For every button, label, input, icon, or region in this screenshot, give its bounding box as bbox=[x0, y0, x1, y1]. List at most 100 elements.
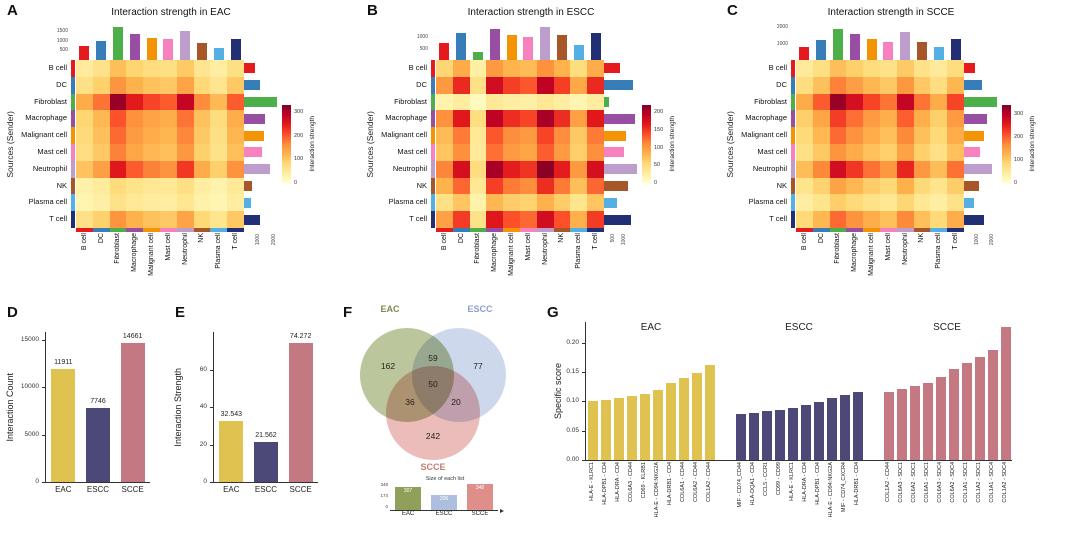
y-tick-label: 5000 bbox=[24, 430, 39, 438]
row-label: DC bbox=[416, 79, 427, 89]
column-label: Macrophage bbox=[131, 233, 139, 272]
column-color-seg bbox=[486, 228, 504, 232]
heatmap-cell bbox=[486, 143, 504, 161]
heatmap-cell bbox=[436, 60, 453, 77]
heatmap-cell bbox=[930, 60, 948, 77]
y-axis-title-text: Sources (Sender) bbox=[365, 110, 376, 178]
heatmap-cell bbox=[76, 194, 93, 212]
score-bar bbox=[826, 398, 837, 460]
x-axis-line bbox=[45, 482, 150, 483]
column-label: Plasma cell bbox=[215, 233, 223, 269]
panel-b-heatmap-escc: B Interaction strength in ESCC 1000 500 Sou… bbox=[360, 0, 720, 302]
ligand-receptor-label: COL6A2 - CD44 bbox=[692, 462, 699, 503]
score-bar bbox=[587, 401, 598, 460]
heatmap-cell bbox=[486, 177, 504, 195]
heatmap-cell bbox=[452, 143, 470, 161]
heatmap-cell bbox=[176, 194, 194, 212]
column-sum-slot bbox=[537, 22, 554, 60]
y-tick-label: 0 bbox=[35, 478, 39, 485]
score-bar-slot bbox=[960, 362, 973, 460]
heatmap-row: A Interaction strength in EAC 1500 1000 500… bbox=[5, 0, 1036, 302]
heatmap-cell bbox=[227, 93, 244, 111]
heatmap-cell bbox=[829, 143, 847, 161]
heatmap-cell bbox=[109, 60, 127, 77]
heatmap-cell bbox=[846, 194, 864, 212]
row-color-seg bbox=[791, 160, 795, 178]
heatmap-cell bbox=[210, 211, 228, 228]
column-sum-bar bbox=[950, 38, 961, 60]
column-sum-slot bbox=[76, 22, 93, 60]
score-group-labels: COL1A2 - CD44 COL6A3 - SDC1 COL6A2 - SDC1 C… bbox=[882, 462, 1012, 517]
ligand-receptor-label: COL1A2 - SDC4 bbox=[1001, 462, 1008, 503]
column-color-seg bbox=[896, 228, 914, 232]
panel-letter-g: G bbox=[547, 304, 559, 321]
row-label: Malignant cell bbox=[21, 130, 67, 140]
heatmap-cell bbox=[913, 127, 931, 144]
heatmap-cell bbox=[469, 93, 487, 111]
heatmap-cell bbox=[863, 110, 880, 128]
heatmap-cell bbox=[503, 93, 520, 111]
column-sum-slot bbox=[796, 22, 813, 60]
row-label: Neutrophil bbox=[32, 163, 67, 173]
column-label-slot: Mast cell bbox=[520, 233, 537, 297]
heatmap-cell bbox=[947, 76, 964, 94]
heatmap-cell bbox=[519, 110, 537, 128]
row-sum-slot bbox=[964, 60, 1002, 77]
axis-tick-label: 500 bbox=[59, 47, 68, 54]
heatmap-cell bbox=[947, 110, 964, 128]
row-sum-bar bbox=[244, 180, 253, 191]
heatmap-grid: 1000 500 Sources (Sender) B cell DC Fibroblas… bbox=[364, 22, 714, 297]
row-labels: B cell DC Fibroblast Macrophage Malignant ce… bbox=[737, 60, 791, 228]
heatmap-cell bbox=[796, 177, 813, 195]
column-sum-bar bbox=[489, 29, 500, 60]
column-sum-bar bbox=[180, 30, 191, 60]
row-sum-slot bbox=[964, 211, 1002, 228]
y-axis-title: Interaction Count bbox=[5, 332, 15, 482]
heatmap-cell bbox=[227, 177, 244, 195]
row-sum-bar bbox=[964, 96, 997, 107]
y-tick-label: 0 bbox=[203, 478, 207, 485]
heatmap-cell bbox=[469, 194, 487, 212]
column-color-seg bbox=[930, 228, 948, 232]
column-color-seg bbox=[469, 228, 487, 232]
venn-region-count: 36 bbox=[405, 397, 415, 407]
score-group-labels: HLA-E - KLRC1 HLA-DPB1 - CD4 HLA-DRA - CD4… bbox=[586, 462, 716, 517]
row-sum-slot bbox=[244, 110, 282, 127]
row-sum-slot bbox=[604, 161, 642, 178]
row-color-seg bbox=[791, 211, 795, 228]
ligand-receptor-label: COL6A1 - CD44 bbox=[679, 462, 686, 503]
y-axis-title: Sources (Sender) bbox=[364, 60, 377, 228]
column-label-slot: Neutrophil bbox=[537, 233, 554, 297]
list-size-plot: 348 174 0 307 206 348 bbox=[380, 482, 504, 513]
row-label: Fibroblast bbox=[394, 96, 427, 106]
row-sum-bar bbox=[604, 96, 610, 107]
row-sum-slot bbox=[604, 144, 642, 161]
ligand-receptor-label: HLA-DRB1 - CD4 bbox=[853, 462, 860, 506]
score-bar bbox=[761, 411, 772, 460]
row-label: B cell bbox=[768, 63, 787, 72]
legend-title: Interaction strength bbox=[1029, 116, 1036, 172]
score-label-slot: CCL5 - CCR1 bbox=[760, 462, 773, 517]
heatmap-cell bbox=[846, 143, 864, 161]
heatmap-cell bbox=[846, 60, 864, 77]
ligand-receptor-label: HLA-E - CD94:NKG2A bbox=[827, 462, 834, 518]
heatmap-cell bbox=[109, 160, 127, 178]
axis-tick-label: 2000 bbox=[270, 234, 277, 246]
row-label: T cell bbox=[769, 214, 787, 224]
row-color-seg bbox=[431, 160, 435, 178]
column-label-slot: Plasma cell bbox=[570, 233, 587, 297]
heatmap-cell bbox=[913, 177, 931, 195]
score-group-labels: MIF - CD74_CD44 HLA-DQA1 - CD4 CCL5 - CCR1… bbox=[734, 462, 864, 517]
column-color-seg bbox=[503, 228, 520, 232]
score-bar-slot bbox=[908, 386, 921, 460]
panel-g-specific-score: G Specific score 0.00 0.05 0.10 0.15 0.20 EAC E… bbox=[540, 302, 1080, 536]
heatmap-cell bbox=[503, 211, 520, 228]
y-tick-mark bbox=[210, 444, 213, 446]
score-bar-slot bbox=[612, 398, 625, 460]
heatmap-cell bbox=[143, 160, 160, 178]
heatmap-cell bbox=[812, 127, 830, 144]
row-label: DC bbox=[56, 79, 67, 89]
y-axis-line bbox=[213, 332, 214, 482]
y-tick-label: 0.05 bbox=[566, 426, 579, 434]
heatmap-cell bbox=[452, 211, 470, 228]
